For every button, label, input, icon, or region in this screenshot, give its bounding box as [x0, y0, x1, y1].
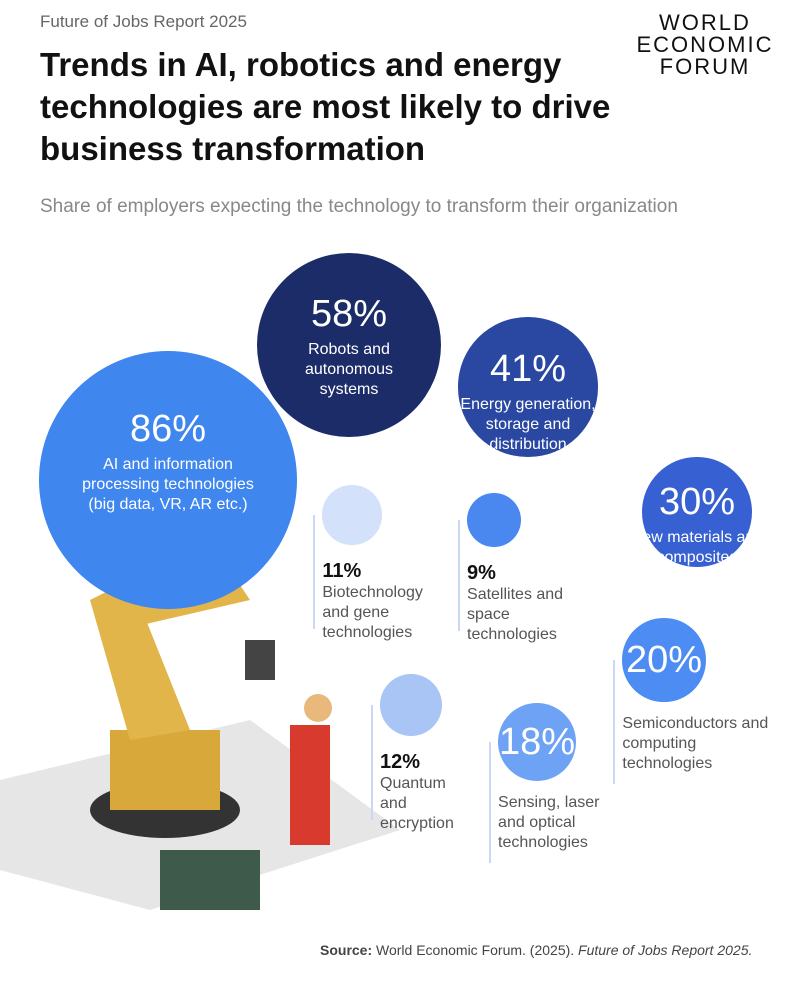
category-label: Quantum and encryption — [380, 774, 454, 832]
value-label: 11% — [322, 559, 362, 582]
category-label: Robots and autonomous systems — [304, 341, 394, 399]
category-label: New materials and composites — [630, 528, 764, 566]
bubble — [642, 457, 752, 567]
header: Future of Jobs Report 2025 — [40, 12, 247, 31]
logo-line: WORLD — [659, 10, 751, 35]
value-label: 20% — [625, 639, 703, 681]
category-label: Energy generation, storage and distribut… — [460, 395, 596, 453]
bubble — [38, 350, 298, 610]
value-label: 41% — [489, 347, 567, 390]
bubble — [467, 493, 521, 547]
leader-line — [313, 515, 316, 629]
subtitle: Share of employers expecting the technol… — [40, 196, 678, 217]
logo-line: ECONOMIC — [636, 32, 774, 57]
value-label: 58% — [310, 293, 388, 336]
chart-title: Trends in AI, robotics and energy techno… — [40, 46, 611, 167]
logo-line: FORUM — [659, 54, 751, 79]
bubble — [256, 252, 442, 438]
value-label: 9% — [467, 561, 496, 584]
bubble — [322, 485, 382, 545]
category-label: Sensing, laser and optical technologies — [498, 793, 600, 851]
source-title: Future of Jobs Report 2025. — [578, 942, 753, 958]
value-label: 18% — [498, 721, 576, 763]
value-label: 12% — [380, 750, 421, 773]
category-label: Satellites and space technologies — [467, 585, 564, 643]
source: Source: World Economic Forum. (2025). Fu… — [320, 942, 752, 958]
category-label: Biotechnology and gene technologies — [322, 583, 423, 641]
leader-line — [489, 742, 492, 863]
bubble — [622, 618, 706, 702]
bubble — [380, 674, 442, 736]
source-label: Source: — [320, 942, 373, 958]
leader-line — [371, 705, 374, 820]
value-label: 86% — [129, 407, 207, 450]
bubble — [498, 703, 576, 781]
value-label: 30% — [658, 480, 736, 523]
source-text: World Economic Forum. (2025). — [376, 942, 575, 958]
logo: WORLD ECONOMIC FORUM — [620, 12, 790, 78]
category-label: AI and information processing technologi… — [82, 455, 254, 513]
category-label: Semiconductors and computing technologie… — [622, 714, 769, 772]
leader-line — [458, 520, 461, 631]
leader-line — [613, 660, 616, 784]
bubble — [458, 317, 598, 457]
